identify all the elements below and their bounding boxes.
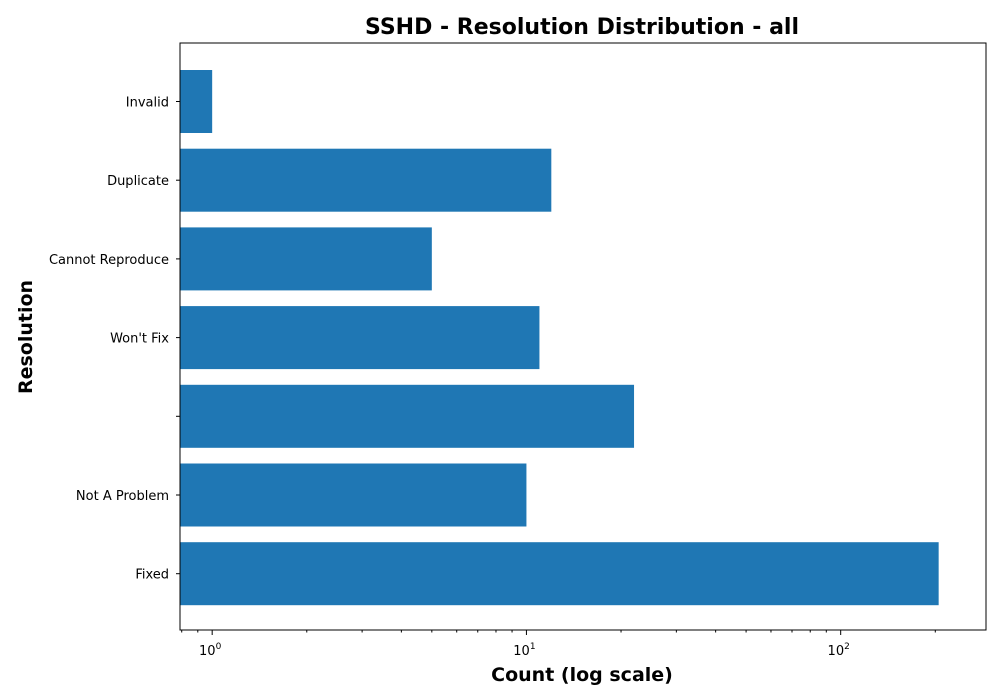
y-tick-label: Cannot Reproduce xyxy=(49,253,169,268)
chart-title: SSHD - Resolution Distribution - all xyxy=(365,15,799,40)
y-axis-ticks: Fixed Not A Problem Won't Fix Cannot Reprod… xyxy=(49,96,180,583)
bar xyxy=(180,70,213,133)
x-axis-title: Count (log scale) xyxy=(491,664,673,686)
x-tick-label: 102 xyxy=(828,642,850,659)
bar xyxy=(180,227,432,291)
y-tick-label: Fixed xyxy=(135,568,169,583)
y-tick-label: Invalid xyxy=(126,96,169,111)
y-tick-label: Duplicate xyxy=(107,174,169,189)
bar xyxy=(180,463,527,527)
bar xyxy=(180,542,939,606)
y-tick-label: Won't Fix xyxy=(110,332,169,347)
x-tick-label: 101 xyxy=(513,642,535,659)
bar xyxy=(180,306,540,370)
bars-group xyxy=(180,70,939,606)
x-tick-label: 100 xyxy=(199,642,222,659)
y-tick-label: Not A Problem xyxy=(76,489,169,504)
bar xyxy=(180,384,635,448)
bar xyxy=(180,148,552,212)
plot-frame xyxy=(179,42,987,631)
x-axis-ticks: 100 101 102 xyxy=(181,630,936,659)
y-axis-title: Resolution xyxy=(15,280,37,394)
